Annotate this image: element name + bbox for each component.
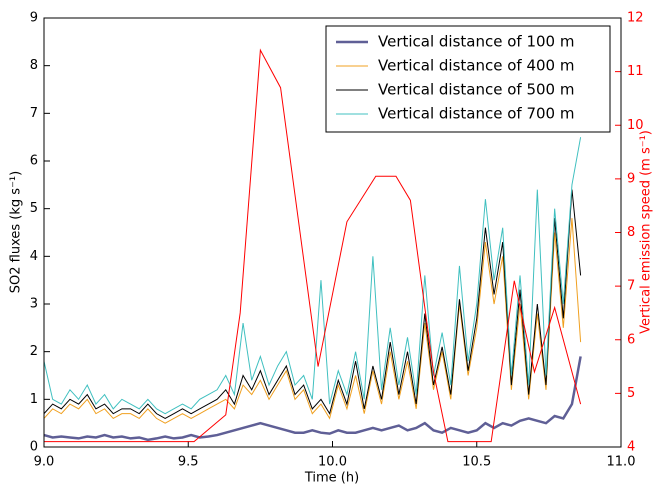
y2-tick-label: 11 [627, 64, 644, 79]
x-tick-label: 9.5 [178, 455, 199, 470]
y2-tick-label: 10 [627, 118, 644, 133]
legend-box [325, 25, 611, 133]
legend-label: Vertical distance of 400 m [378, 57, 574, 75]
y2-tick-label: 9 [627, 171, 635, 186]
series-line [44, 48, 582, 443]
legend-label: Vertical distance of 100 m [378, 33, 574, 51]
y-tick-label: 0 [30, 440, 38, 455]
x-axis-label: Time (h) [304, 471, 359, 486]
y-tick-label: 2 [30, 344, 38, 359]
y-tick-label: 8 [30, 58, 38, 73]
y2-axis-label: Vertical emission speed (m s⁻¹) [639, 130, 654, 334]
legend-label: Vertical distance of 500 m [378, 81, 574, 99]
series-line [43, 356, 582, 442]
y2-tick-label: 6 [627, 332, 635, 347]
x-tick-label: 10.0 [318, 455, 347, 470]
series-line [43, 137, 582, 415]
x-tick-label: 10.5 [462, 455, 491, 470]
x-tick-label: 9.0 [34, 455, 55, 470]
series-line [43, 189, 582, 419]
y-tick-label: 5 [30, 201, 38, 216]
plot-frame [43, 17, 622, 448]
y-tick-label: 9 [30, 11, 38, 26]
y-tick-label: 4 [30, 249, 38, 264]
x-tick-label: 11.0 [607, 455, 636, 470]
y-axis-label: SO2 fluxes (kg s⁻¹) [9, 171, 24, 293]
y2-tick-label: 4 [627, 440, 635, 455]
y2-tick-label: 8 [627, 225, 635, 240]
legend-label: Vertical distance of 700 m [378, 105, 574, 123]
y-tick-label: 1 [30, 392, 38, 407]
y2-tick-label: 5 [627, 386, 635, 401]
y-tick-label: 3 [30, 297, 38, 312]
y2-tick-label: 12 [627, 11, 644, 26]
y2-tick-label: 7 [627, 279, 635, 294]
y-tick-label: 7 [30, 106, 38, 121]
y-tick-label: 6 [30, 154, 38, 169]
series-line [43, 218, 582, 424]
